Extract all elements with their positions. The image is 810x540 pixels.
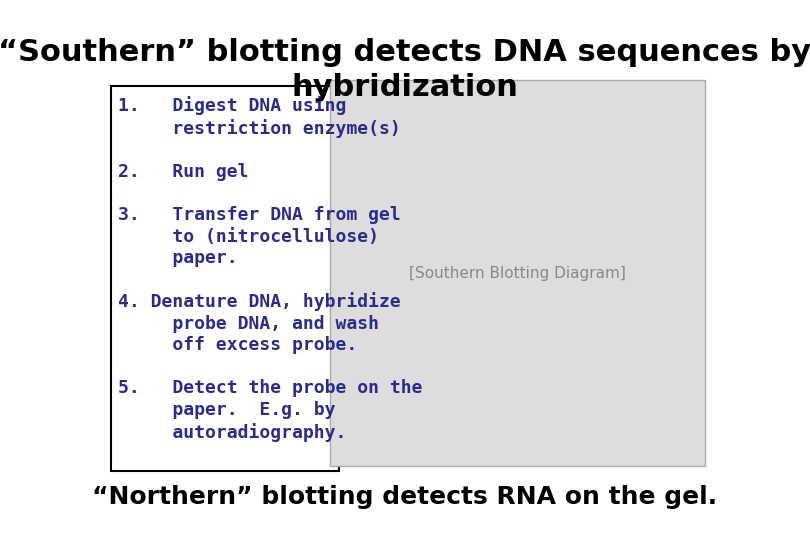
Text: “Northern” blotting detects RNA on the gel.: “Northern” blotting detects RNA on the g… [92,485,718,509]
Text: 1.   Digest DNA using
     restriction enzyme(s)

2.   Run gel

3.   Transfer DN: 1. Digest DNA using restriction enzyme(s… [117,97,422,442]
FancyBboxPatch shape [112,86,339,471]
Text: “Southern” blotting detects DNA sequences by
hybridization: “Southern” blotting detects DNA sequence… [0,37,810,103]
Text: [Southern Blotting Diagram]: [Southern Blotting Diagram] [409,266,626,281]
FancyBboxPatch shape [330,80,705,466]
